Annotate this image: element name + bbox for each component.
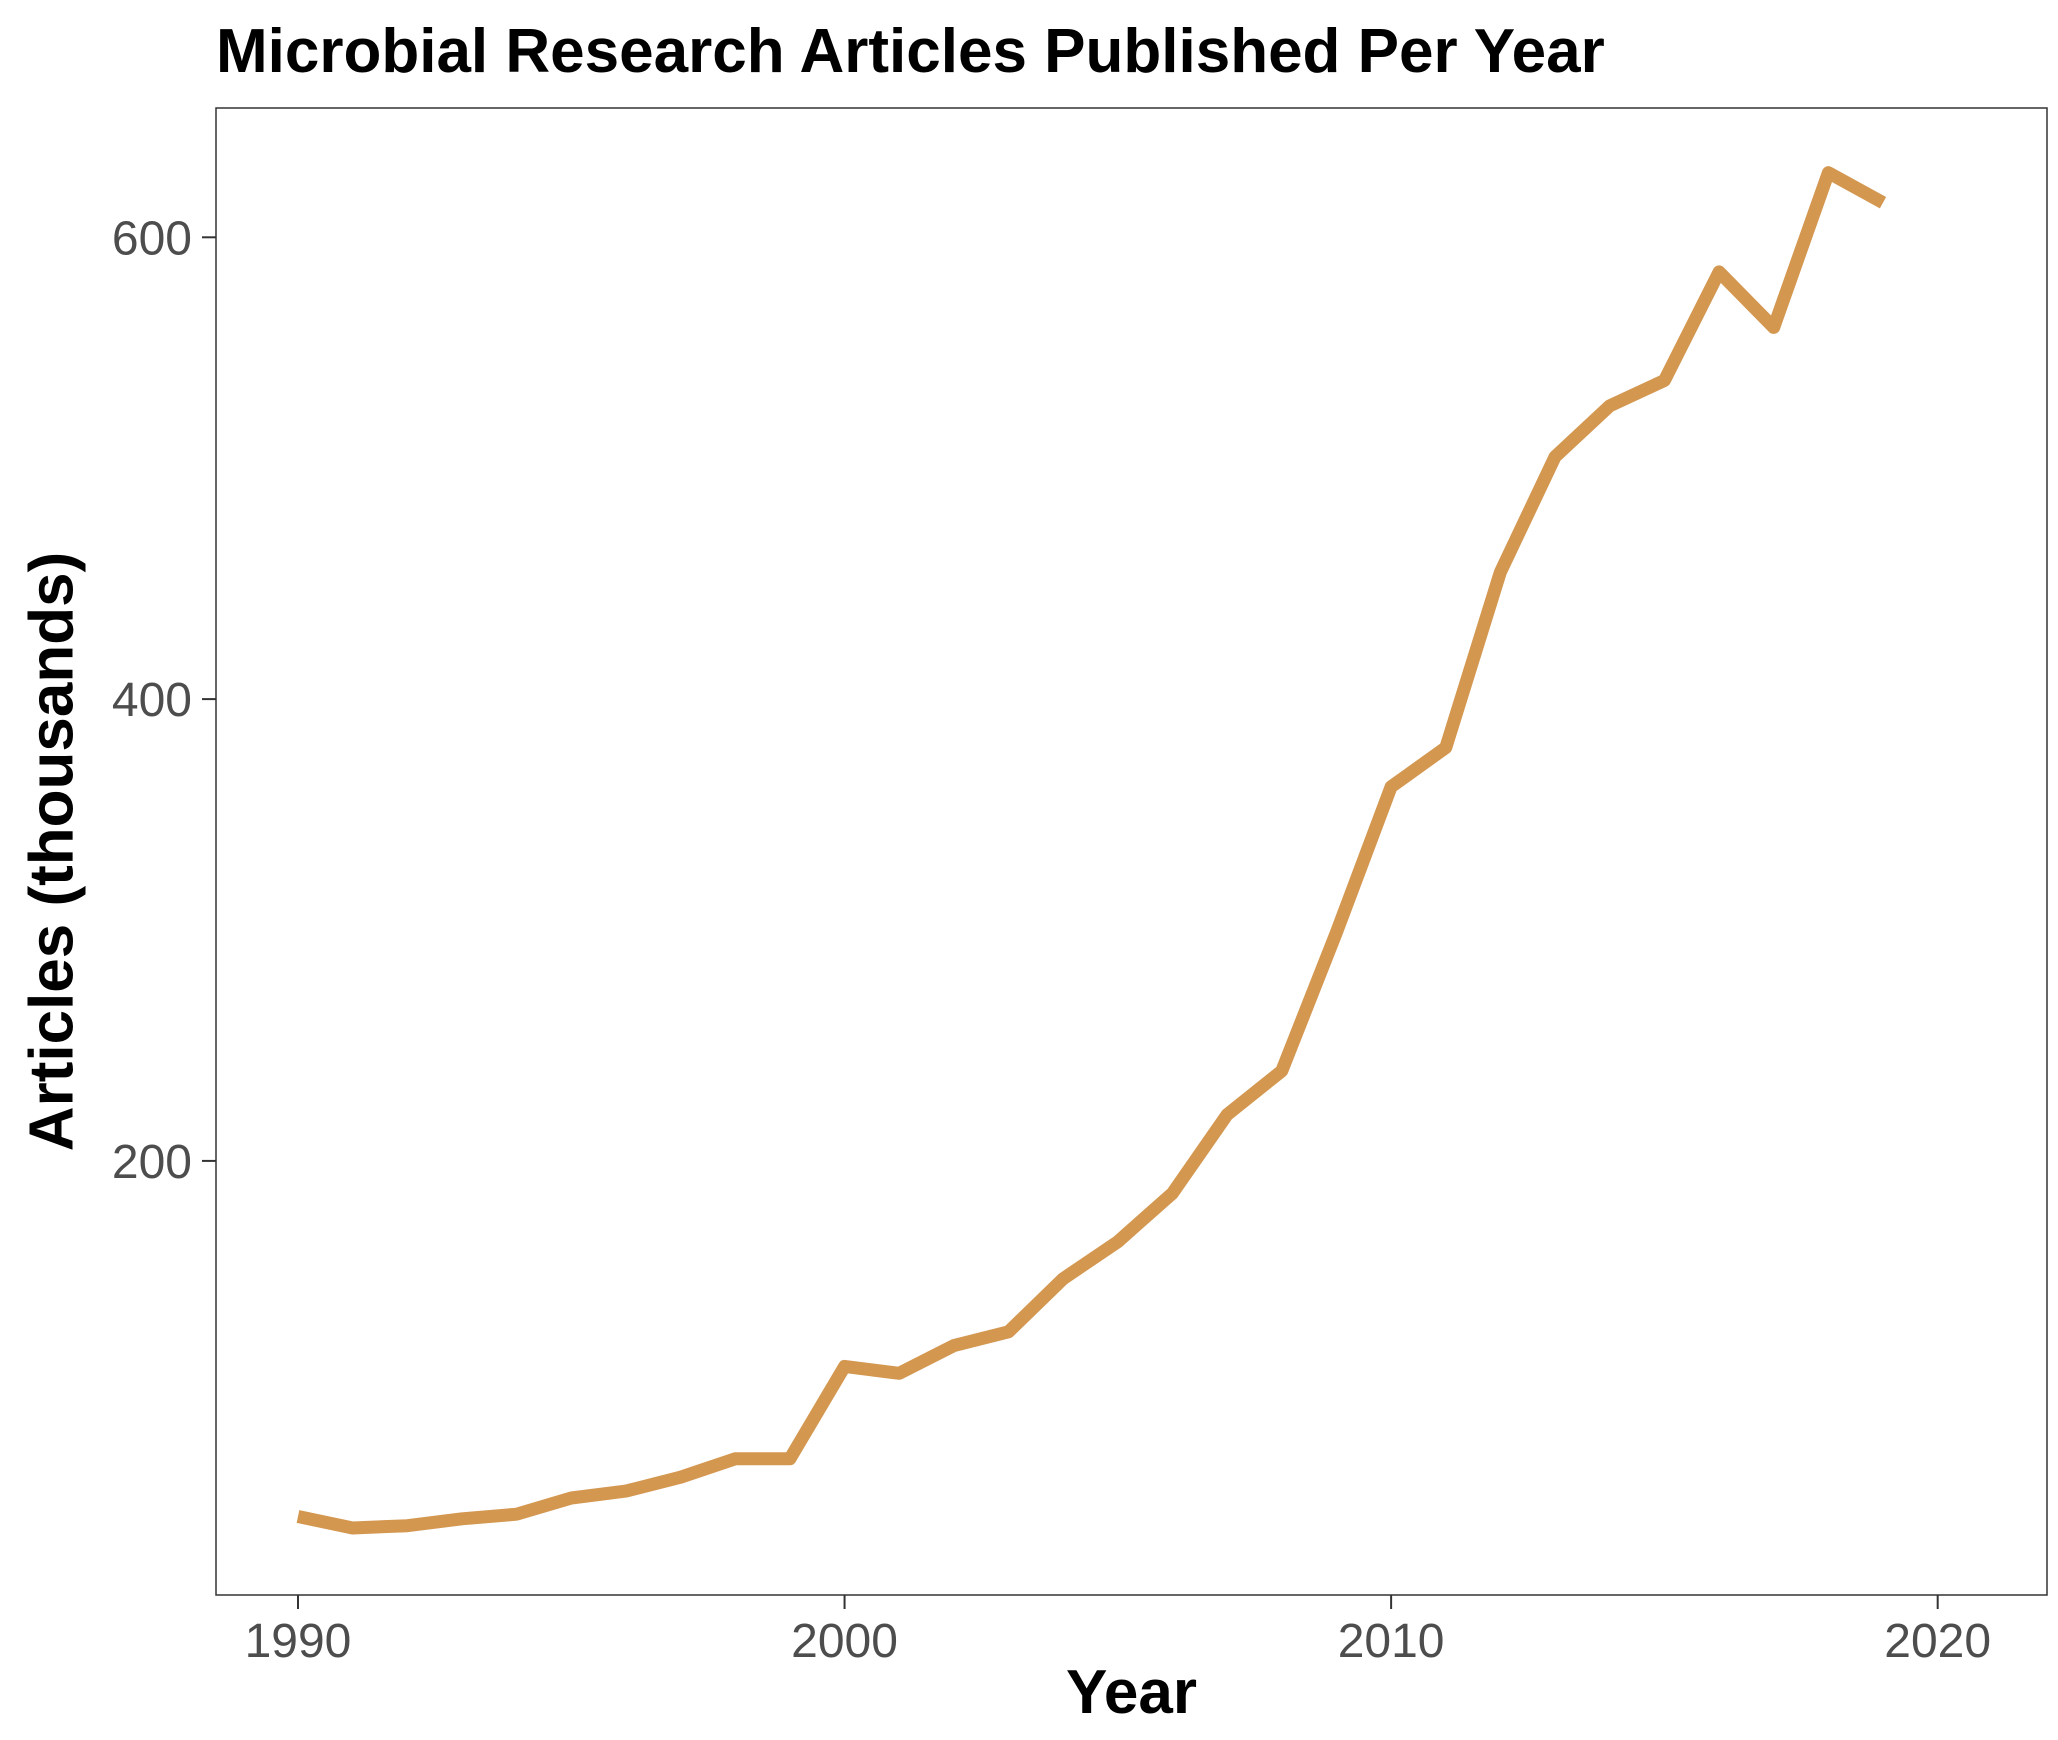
x-tick-label: 2020	[1884, 1615, 1991, 1668]
y-tick-label: 600	[112, 212, 192, 265]
x-axis-title: Year	[1066, 1658, 1197, 1727]
series-layer	[296, 166, 1887, 1535]
y-tick-label: 400	[112, 674, 192, 727]
y-tick-label: 200	[112, 1136, 192, 1189]
x-tick-label: 2010	[1338, 1615, 1445, 1668]
chart-title: Microbial Research Articles Published Pe…	[216, 17, 1605, 86]
y-axis-title: Articles (thousands)	[17, 552, 86, 1151]
plot-panel	[215, 107, 2048, 1596]
series-line	[296, 166, 1887, 1535]
axis-ticks: 1990 2000 2010 2020 200 400 600	[112, 212, 1991, 1668]
x-tick-label: 2000	[791, 1615, 898, 1668]
x-tick-label: 1990	[245, 1615, 352, 1668]
